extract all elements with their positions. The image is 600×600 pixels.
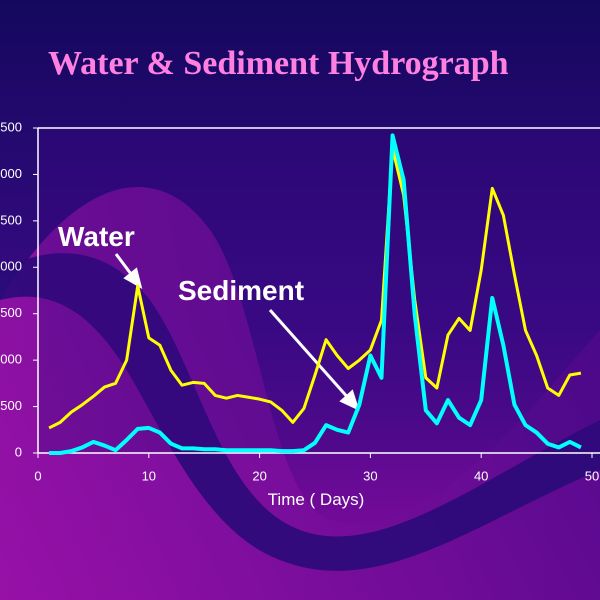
x-tick-label: 30 xyxy=(363,468,377,483)
x-tick-label: 10 xyxy=(142,468,156,483)
x-tick-label: 50 xyxy=(585,468,599,483)
series-line xyxy=(49,133,582,455)
series-line xyxy=(48,146,582,430)
y-tick-label: 2500 xyxy=(0,212,22,227)
chart-title: Water & Sediment Hydrograph xyxy=(48,45,509,82)
arrow xyxy=(268,309,352,401)
x-tick-label: 0 xyxy=(34,468,41,483)
y-tick-label: 500 xyxy=(0,398,22,413)
y-tick-label: 3000 xyxy=(0,166,22,181)
x-tick-label: 40 xyxy=(474,468,488,483)
y-tick-label: 0 xyxy=(15,444,22,459)
arrow-head xyxy=(339,389,360,411)
y-tick-label: 1000 xyxy=(0,352,22,367)
arrows xyxy=(114,253,360,411)
plot-area xyxy=(38,128,600,453)
annotation: Sediment xyxy=(178,275,304,306)
y-tick-label: 2000 xyxy=(0,259,22,274)
x-axis-label: Time ( Days) xyxy=(268,490,365,509)
annotation: Water xyxy=(58,221,135,252)
y-tick-label: 3500 xyxy=(0,119,22,134)
x-tick-label: 20 xyxy=(252,468,266,483)
wave xyxy=(0,253,600,571)
wave xyxy=(0,186,600,600)
y-tick-label: 1500 xyxy=(0,305,22,320)
arrow-head xyxy=(123,267,143,290)
marks xyxy=(48,133,582,455)
